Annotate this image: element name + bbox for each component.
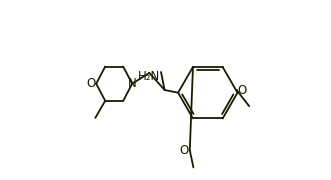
Text: N: N — [128, 77, 137, 90]
Text: O: O — [86, 77, 95, 90]
Text: H₂N: H₂N — [138, 70, 160, 83]
Text: O: O — [237, 84, 247, 96]
Text: O: O — [180, 144, 189, 157]
